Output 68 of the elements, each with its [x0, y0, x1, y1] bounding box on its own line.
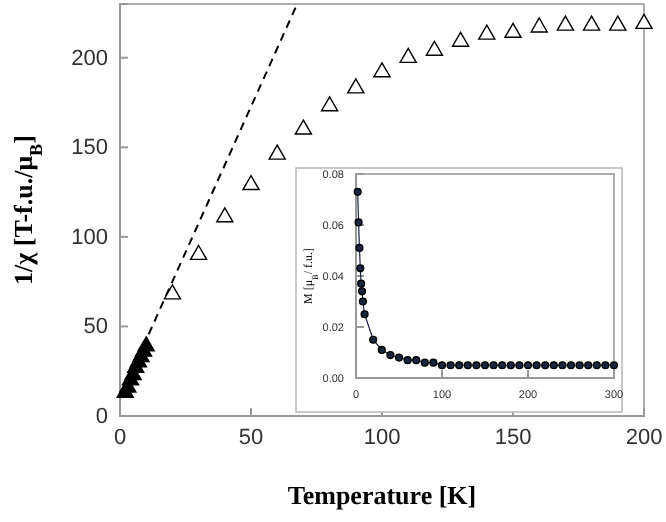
- point: [355, 243, 364, 253]
- point: [566, 361, 576, 370]
- point: [358, 297, 367, 306]
- y-tick-label: 100: [71, 225, 108, 250]
- point: [425, 40, 444, 56]
- point: [478, 24, 496, 40]
- point: [137, 336, 155, 352]
- point: [451, 31, 470, 47]
- point: [506, 361, 515, 370]
- point: [515, 361, 524, 370]
- point: [394, 353, 404, 362]
- point: [386, 350, 395, 360]
- point: [357, 279, 366, 288]
- point: [353, 187, 362, 196]
- y-tick-label: 0: [95, 405, 108, 430]
- point: [399, 47, 417, 64]
- point: [412, 356, 421, 365]
- point: [437, 361, 447, 370]
- point: [420, 358, 429, 367]
- point: [216, 207, 234, 223]
- point: [356, 264, 365, 273]
- point: [609, 361, 619, 370]
- x-tick-label: 50: [238, 425, 264, 450]
- point: [601, 361, 610, 370]
- point: [268, 144, 286, 160]
- x-axis-title: Temperature [K]: [287, 480, 477, 510]
- x-tick-label: 100: [363, 425, 401, 450]
- point: [373, 62, 391, 78]
- point: [635, 13, 653, 30]
- point: [582, 15, 601, 31]
- point: [498, 361, 507, 370]
- point: [163, 284, 182, 300]
- point: [523, 361, 533, 370]
- point: [530, 17, 548, 33]
- point: [609, 15, 627, 31]
- point: [347, 78, 365, 94]
- point: [549, 361, 558, 370]
- point: [592, 361, 601, 370]
- point: [429, 358, 438, 367]
- point: [556, 15, 575, 31]
- x-tick-label: 0: [113, 425, 127, 450]
- y-tick-label: 50: [83, 315, 108, 340]
- point: [504, 22, 522, 38]
- point: [357, 287, 367, 296]
- point: [242, 174, 260, 191]
- point: [320, 96, 339, 112]
- y-tick-label: 200: [71, 46, 108, 71]
- point: [489, 361, 498, 370]
- point: [541, 361, 550, 370]
- point: [455, 361, 464, 370]
- point: [532, 361, 541, 370]
- point: [558, 361, 567, 370]
- point: [446, 361, 455, 370]
- point: [360, 310, 369, 319]
- point: [294, 119, 313, 135]
- point: [354, 218, 363, 227]
- point: [463, 361, 472, 370]
- point: [584, 361, 593, 370]
- x-tick-label: 150: [494, 425, 532, 450]
- point: [575, 361, 584, 370]
- point: [189, 244, 208, 261]
- point: [472, 361, 481, 370]
- point: [480, 361, 490, 370]
- point: [377, 345, 386, 355]
- y-tick-label: 150: [71, 136, 108, 161]
- x-tick-label: 200: [625, 425, 663, 450]
- point: [403, 356, 412, 365]
- point: [369, 335, 378, 344]
